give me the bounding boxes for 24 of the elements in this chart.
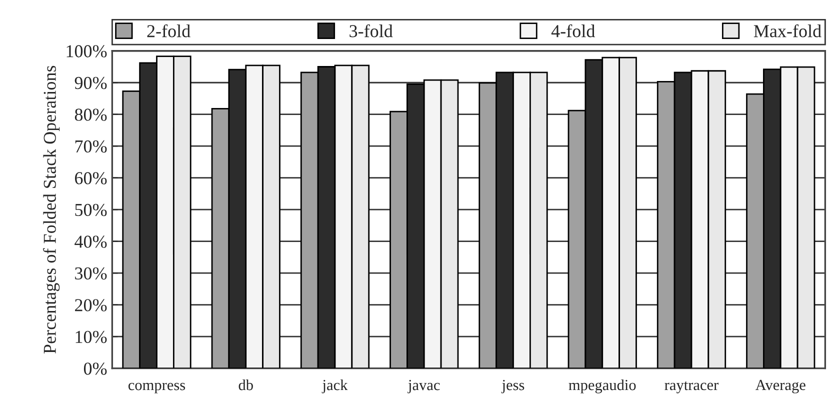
x-tick-label: jack [322, 379, 348, 394]
y-tick-label: 40% [74, 236, 107, 248]
x-tick-label: jess [501, 380, 524, 394]
y-tick-label: 100% [66, 45, 107, 58]
y-tick-label: 50% [75, 204, 107, 216]
y-tick-label: 10% [76, 330, 107, 344]
legend-label: 3-fold [350, 24, 393, 38]
y-tick-label: 30% [75, 267, 107, 280]
legend-label: Max-fold [754, 24, 822, 38]
y-axis-title: Percentages of Folded Stack Operations [43, 66, 60, 354]
y-tick-label: 0% [84, 362, 107, 375]
y-tick-label: 80% [74, 108, 107, 121]
y-tick-label: 70% [75, 140, 107, 153]
y-tick-label: 60% [75, 172, 107, 184]
x-tick-label: Average [755, 380, 806, 394]
x-tick-label: javac [408, 380, 440, 394]
y-tick-label: 20% [75, 299, 107, 312]
legend-label: 2-fold [147, 24, 190, 38]
y-tick-label: 90% [74, 76, 107, 90]
x-tick-label: compress [128, 382, 186, 394]
x-tick-label: db [238, 379, 253, 390]
legend-label: 4-fold [551, 24, 595, 38]
x-tick-label: mpegaudio [568, 379, 636, 394]
x-tick-label: raytracer [664, 381, 718, 394]
